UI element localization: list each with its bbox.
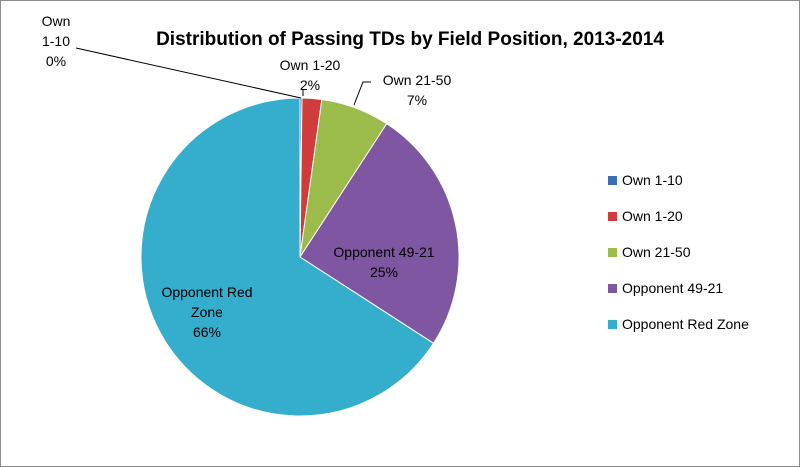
legend-label-own-1-20: Own 1-20 <box>622 208 683 224</box>
legend-swatch-own-1-20 <box>608 212 617 221</box>
data-label-own-1-10-name: Own <box>42 13 71 29</box>
pie-slice-opponent-49-21 <box>299 123 460 344</box>
data-label-opponent-red-zone-percent: 66% <box>193 324 221 340</box>
leader-line-own-1-10 <box>75 47 302 99</box>
pie-slices <box>140 97 460 417</box>
legend-label-opponent-red-zone: Opponent Red Zone <box>622 316 749 332</box>
data-label-own-1-10-percent: 0% <box>46 53 66 69</box>
legend-label-opponent-49-21: Opponent 49-21 <box>622 280 723 296</box>
data-label-own-21-50-name: Own 21-50 <box>383 72 452 88</box>
legend-label-own-21-50: Own 21-50 <box>622 244 691 260</box>
leader-line-own-21-50 <box>353 81 371 106</box>
leader-lines <box>75 47 371 106</box>
data-label-own-1-20-name: Own 1-20 <box>280 57 341 73</box>
data-label-own-1-10-name: 1-10 <box>42 33 70 49</box>
legend: Own 1-10 Own 1-20 Own 21-50 Opponent 49-21 O… <box>608 172 749 332</box>
data-label-opponent-49-21-name: Opponent 49-21 <box>333 244 434 260</box>
data-label-opponent-49-21-percent: 25% <box>370 264 398 280</box>
data-labels: Own 1-10 0% Own 1-20 2% Own 21-50 7% Opponent 4… <box>42 13 452 340</box>
legend-swatch-opponent-49-21 <box>608 284 617 293</box>
legend-swatch-opponent-red-zone <box>608 320 617 329</box>
legend-label-own-1-10: Own 1-10 <box>622 172 683 188</box>
chart-title: Distribution of Passing TDs by Field Pos… <box>156 29 664 50</box>
data-label-own-21-50-percent: 7% <box>407 92 427 108</box>
data-label-own-1-20-percent: 2% <box>300 77 320 93</box>
data-label-opponent-red-zone-name: Opponent Red <box>161 284 252 300</box>
pie-slice-opponent-red-zone <box>140 97 435 417</box>
data-label-opponent-red-zone-name: Zone <box>191 304 223 320</box>
legend-swatch-own-21-50 <box>608 248 617 257</box>
legend-swatch-own-1-10 <box>608 176 617 185</box>
